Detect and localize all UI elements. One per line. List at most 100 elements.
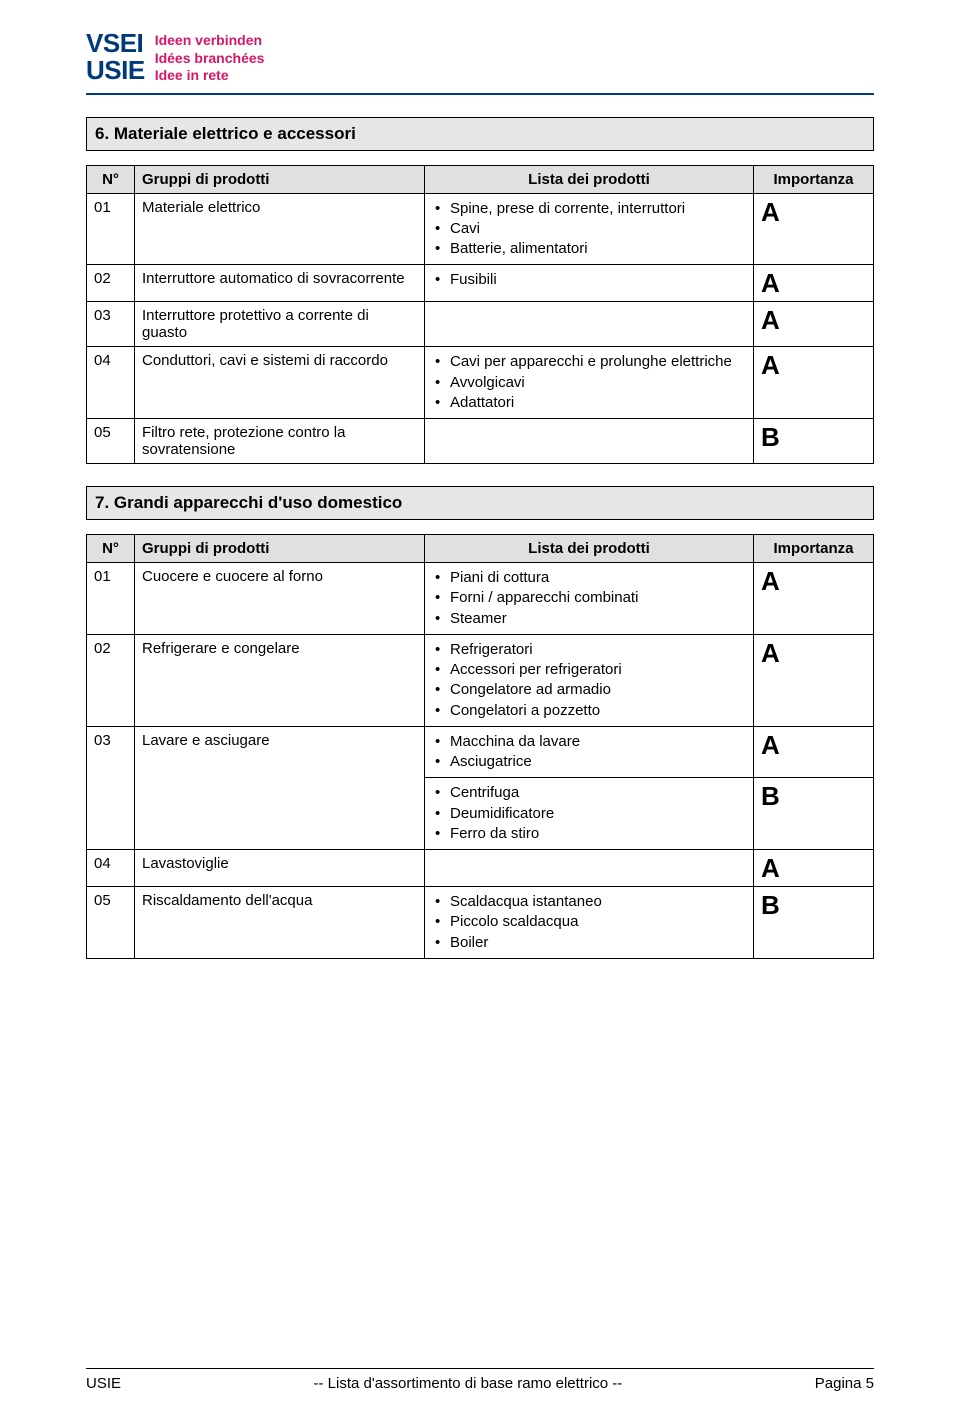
products-cell: CentrifugaDeumidificatoreFerro da stiro — [425, 778, 754, 850]
table-row: 03Lavare e asciugareMacchina da lavareAs… — [87, 726, 874, 778]
logo-part: VS — [86, 30, 120, 57]
n-cell: 01 — [87, 563, 135, 635]
product-item: Scaldacqua istantaneo — [432, 892, 746, 912]
footer-right: Pagina 5 — [815, 1375, 874, 1392]
n-cell: 05 — [87, 419, 135, 464]
products-cell — [425, 850, 754, 887]
importance-cell: A — [754, 265, 874, 302]
importance-cell: A — [754, 850, 874, 887]
importance-cell: B — [754, 887, 874, 959]
product-item: Avvolgicavi — [432, 373, 746, 393]
table-row: 04Conduttori, cavi e sistemi di raccordo… — [87, 347, 874, 419]
products-cell: Scaldacqua istantaneoPiccolo scaldacquaB… — [425, 887, 754, 959]
group-cell: Interruttore automatico di sovracorrente — [135, 265, 425, 302]
importance-cell: A — [754, 726, 874, 778]
importance-cell: B — [754, 778, 874, 850]
product-item: Spine, prese di corrente, interruttori — [432, 199, 746, 219]
product-item: Refrigeratori — [432, 640, 746, 660]
table-row: 01Materiale elettricoSpine, prese di cor… — [87, 193, 874, 265]
n-cell: 05 — [87, 887, 135, 959]
table-row: 05Filtro rete, protezione contro la sovr… — [87, 419, 874, 464]
importance-cell: A — [754, 563, 874, 635]
tagline-line: Idee in rete — [155, 67, 265, 85]
products-cell: Fusibili — [425, 265, 754, 302]
table-row: 05Riscaldamento dell'acquaScaldacqua ist… — [87, 887, 874, 959]
product-item: Accessori per refrigeratori — [432, 660, 746, 680]
group-cell: Lavare e asciugare — [135, 726, 425, 849]
importance-cell: A — [754, 347, 874, 419]
importance-cell: B — [754, 419, 874, 464]
product-item: Centrifuga — [432, 783, 746, 803]
product-item: Adattatori — [432, 393, 746, 413]
table-header-row: N° Gruppi di prodotti Lista dei prodotti… — [87, 535, 874, 563]
footer-center: -- Lista d'assortimento di base ramo ele… — [313, 1375, 622, 1392]
group-cell: Lavastoviglie — [135, 850, 425, 887]
n-cell: 04 — [87, 347, 135, 419]
products-cell — [425, 302, 754, 347]
group-cell: Conduttori, cavi e sistemi di raccordo — [135, 347, 425, 419]
table-row: 03Interruttore protettivo a corrente di … — [87, 302, 874, 347]
col-n-header: N° — [87, 165, 135, 193]
products-cell — [425, 419, 754, 464]
products-cell: Cavi per apparecchi e prolunghe elettric… — [425, 347, 754, 419]
col-products-header: Lista dei prodotti — [425, 535, 754, 563]
product-item: Batterie, alimentatori — [432, 239, 746, 259]
group-cell: Filtro rete, protezione contro la sovrat… — [135, 419, 425, 464]
product-item: Steamer — [432, 609, 746, 629]
section-7-title: 7. Grandi apparecchi d'uso domestico — [86, 486, 874, 520]
table-row: 02Refrigerare e congelareRefrigeratoriAc… — [87, 634, 874, 726]
logo: VSEI USIE Ideen verbinden Idées branchée… — [86, 30, 874, 85]
group-cell: Materiale elettrico — [135, 193, 425, 265]
table-row: 01Cuocere e cuocere al fornoPiani di cot… — [87, 563, 874, 635]
product-item: Piani di cottura — [432, 568, 746, 588]
product-item: Asciugatrice — [432, 752, 746, 772]
group-cell: Riscaldamento dell'acqua — [135, 887, 425, 959]
section-6-table: N° Gruppi di prodotti Lista dei prodotti… — [86, 165, 874, 465]
n-cell: 03 — [87, 726, 135, 849]
header-rule — [86, 93, 874, 95]
products-cell: Spine, prese di corrente, interruttoriCa… — [425, 193, 754, 265]
product-item: Cavi — [432, 219, 746, 239]
product-item: Boiler — [432, 933, 746, 953]
product-item: Forni / apparecchi combinati — [432, 588, 746, 608]
product-item: Congelatori a pozzetto — [432, 701, 746, 721]
group-cell: Interruttore protettivo a corrente di gu… — [135, 302, 425, 347]
logo-taglines: Ideen verbinden Idées branchées Idee in … — [155, 32, 265, 85]
n-cell: 02 — [87, 265, 135, 302]
col-group-header: Gruppi di prodotti — [135, 165, 425, 193]
products-cell: RefrigeratoriAccessori per refrigeratori… — [425, 634, 754, 726]
n-cell: 04 — [87, 850, 135, 887]
col-n-header: N° — [87, 535, 135, 563]
logo-part: EI — [120, 30, 144, 57]
section-7-table: N° Gruppi di prodotti Lista dei prodotti… — [86, 534, 874, 959]
col-importance-header: Importanza — [754, 535, 874, 563]
product-item: Macchina da lavare — [432, 732, 746, 752]
importance-cell: A — [754, 634, 874, 726]
product-item: Cavi per apparecchi e prolunghe elettric… — [432, 352, 746, 372]
product-item: Congelatore ad armadio — [432, 680, 746, 700]
col-products-header: Lista dei prodotti — [425, 165, 754, 193]
table-header-row: N° Gruppi di prodotti Lista dei prodotti… — [87, 165, 874, 193]
tagline-line: Ideen verbinden — [155, 32, 265, 50]
table-row: 02Interruttore automatico di sovracorren… — [87, 265, 874, 302]
logo-acronym: VSEI USIE — [86, 30, 145, 85]
n-cell: 01 — [87, 193, 135, 265]
products-cell: Macchina da lavareAsciugatrice — [425, 726, 754, 778]
col-importance-header: Importanza — [754, 165, 874, 193]
logo-part: US — [86, 57, 121, 84]
n-cell: 03 — [87, 302, 135, 347]
tagline-line: Idées branchées — [155, 50, 265, 68]
product-item: Piccolo scaldacqua — [432, 912, 746, 932]
products-cell: Piani di cotturaForni / apparecchi combi… — [425, 563, 754, 635]
product-item: Deumidificatore — [432, 804, 746, 824]
importance-cell: A — [754, 302, 874, 347]
logo-part: IE — [121, 57, 145, 84]
footer-left: USIE — [86, 1375, 121, 1392]
importance-cell: A — [754, 193, 874, 265]
col-group-header: Gruppi di prodotti — [135, 535, 425, 563]
section-6-title: 6. Materiale elettrico e accessori — [86, 117, 874, 151]
footer: USIE -- Lista d'assortimento di base ram… — [86, 1368, 874, 1392]
group-cell: Refrigerare e congelare — [135, 634, 425, 726]
product-item: Ferro da stiro — [432, 824, 746, 844]
product-item: Fusibili — [432, 270, 746, 290]
